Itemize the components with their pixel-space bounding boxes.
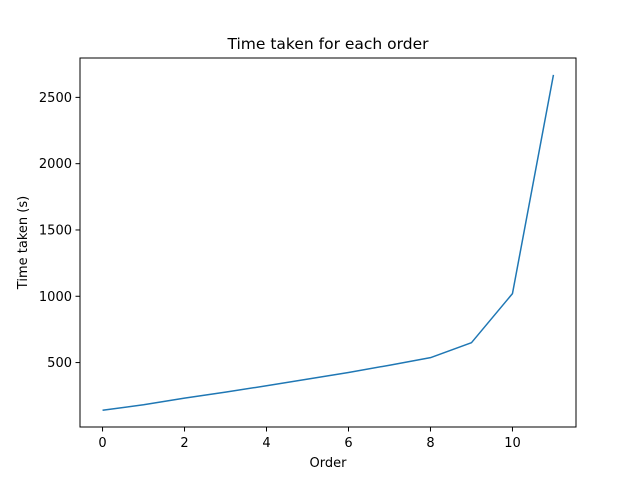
data-point bbox=[307, 378, 309, 380]
data-point bbox=[184, 397, 186, 399]
x-tick-label: 6 bbox=[344, 436, 352, 451]
data-point bbox=[389, 364, 391, 366]
x-tick-label: 8 bbox=[426, 436, 434, 451]
data-point bbox=[102, 410, 104, 412]
axes-frame bbox=[79, 57, 577, 428]
data-point bbox=[225, 391, 227, 393]
data-point bbox=[430, 357, 432, 359]
x-tick-label: 0 bbox=[98, 436, 106, 451]
data-point bbox=[512, 293, 514, 295]
data-point bbox=[348, 372, 350, 374]
data-point bbox=[471, 342, 473, 344]
x-tick-label: 4 bbox=[262, 436, 270, 451]
x-tick-label: 2 bbox=[180, 436, 188, 451]
y-tick-label: 2500 bbox=[39, 91, 72, 106]
data-point bbox=[143, 404, 145, 406]
y-tick-label: 1000 bbox=[39, 290, 72, 305]
series-line bbox=[102, 74, 555, 412]
y-tick-label: 2000 bbox=[39, 157, 72, 172]
data-point bbox=[266, 385, 268, 387]
plot-area: 0 2 4 6 8 10 500 1000 1500 2000 2500 bbox=[39, 57, 577, 451]
chart-title: Time taken for each order bbox=[226, 35, 429, 53]
y-axis-ticks: 500 1000 1500 2000 2500 bbox=[39, 91, 80, 371]
y-tick-label: 500 bbox=[47, 356, 72, 371]
x-axis-label: Order bbox=[310, 456, 348, 471]
x-axis-ticks: 0 2 4 6 8 10 bbox=[98, 427, 521, 451]
data-point bbox=[553, 74, 555, 76]
x-tick-label: 10 bbox=[504, 436, 521, 451]
series-layer bbox=[102, 74, 555, 412]
y-axis-label: Time taken (s) bbox=[16, 196, 31, 290]
y-tick-label: 1500 bbox=[39, 223, 72, 238]
